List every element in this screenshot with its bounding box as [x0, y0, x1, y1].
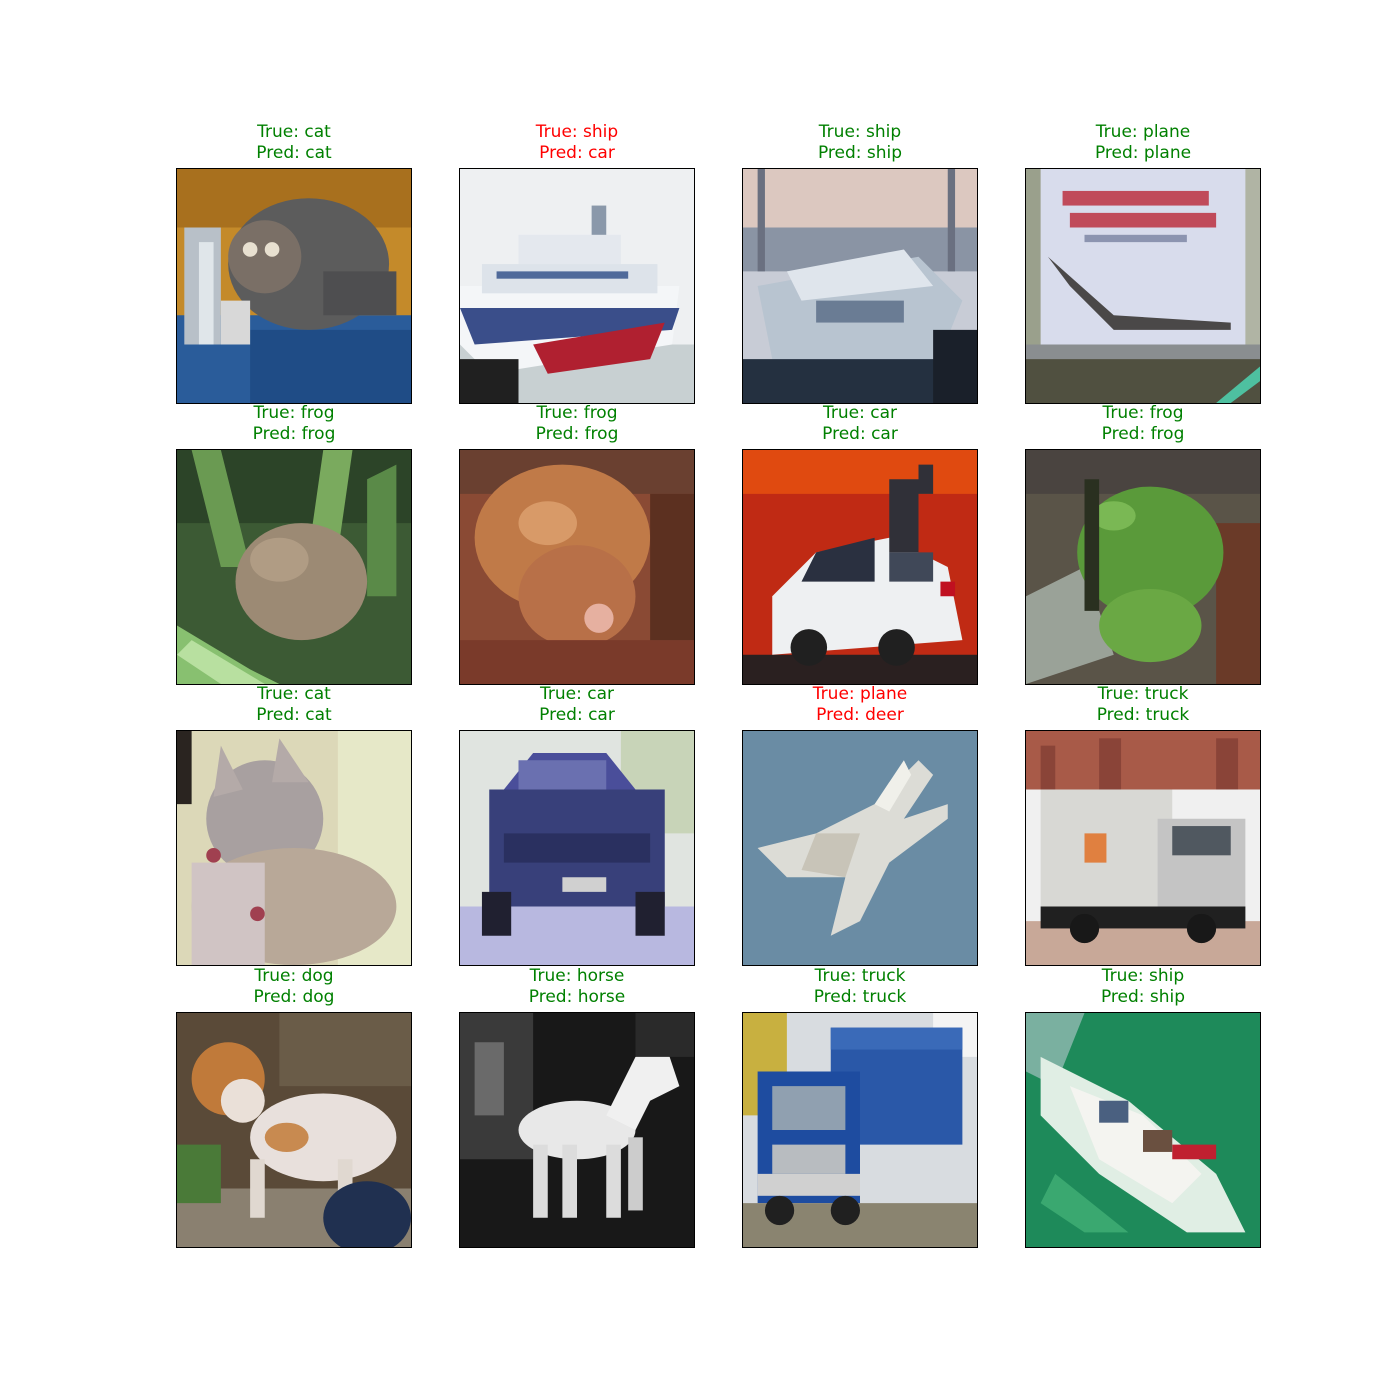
truck-image — [742, 1012, 978, 1248]
pred-label: Pred: cat — [256, 705, 332, 725]
pred-label: Pred: frog — [535, 424, 619, 444]
pred-label: Pred: truck — [813, 987, 907, 1007]
cell-caption: True: dog Pred: dog — [176, 966, 412, 1008]
true-label: True: truck — [1097, 684, 1189, 704]
ship-image — [742, 168, 978, 404]
true-label: True: horse — [529, 966, 625, 986]
ship-image — [459, 168, 695, 404]
pred-label: Pred: car — [822, 424, 898, 444]
pred-label: Pred: car — [539, 143, 615, 163]
cell-caption: True: horse Pred: horse — [459, 966, 695, 1008]
true-label: True: cat — [257, 122, 331, 142]
dog-image — [176, 1012, 412, 1248]
true-label: True: frog — [1102, 403, 1184, 423]
true-label: True: plane — [812, 684, 908, 704]
frog-image — [459, 449, 695, 685]
true-label: True: frog — [536, 403, 618, 423]
cell-caption: True: frog Pred: frog — [459, 403, 695, 445]
cat-image — [176, 730, 412, 966]
cell-caption: True: car Pred: car — [742, 403, 978, 445]
pred-label: Pred: deer — [816, 705, 904, 725]
horse-image — [459, 1012, 695, 1248]
true-label: True: plane — [1095, 122, 1191, 142]
pred-label: Pred: frog — [252, 424, 336, 444]
cell-caption: True: cat Pred: cat — [176, 684, 412, 726]
pred-label: Pred: cat — [256, 143, 332, 163]
pred-label: Pred: dog — [253, 987, 335, 1007]
true-label: True: ship — [1101, 966, 1185, 986]
cat-image — [176, 168, 412, 404]
cell-caption: True: ship Pred: ship — [1025, 966, 1261, 1008]
true-label: True: dog — [254, 966, 334, 986]
ship-image — [1025, 1012, 1261, 1248]
true-label: True: cat — [257, 684, 331, 704]
pred-label: Pred: car — [539, 705, 615, 725]
true-label: True: frog — [253, 403, 335, 423]
cell-caption: True: frog Pred: frog — [176, 403, 412, 445]
frog-image — [176, 449, 412, 685]
cell-caption: True: plane Pred: deer — [742, 684, 978, 726]
true-label: True: ship — [535, 122, 619, 142]
cell-caption: True: car Pred: car — [459, 684, 695, 726]
true-label: True: car — [823, 403, 897, 423]
cell-caption: True: ship Pred: ship — [742, 122, 978, 164]
pred-label: Pred: ship — [1100, 987, 1186, 1007]
cell-caption: True: truck Pred: truck — [1025, 684, 1261, 726]
plane-image — [742, 730, 978, 966]
pred-label: Pred: horse — [528, 987, 626, 1007]
cell-caption: True: frog Pred: frog — [1025, 403, 1261, 445]
pred-label: Pred: plane — [1094, 143, 1192, 163]
car-image — [742, 449, 978, 685]
pred-label: Pred: frog — [1101, 424, 1185, 444]
cell-caption: True: cat Pred: cat — [176, 122, 412, 164]
car-image — [459, 730, 695, 966]
plane-image — [1025, 168, 1261, 404]
cell-caption: True: truck Pred: truck — [742, 966, 978, 1008]
true-label: True: truck — [814, 966, 906, 986]
frog-image — [1025, 449, 1261, 685]
true-label: True: car — [540, 684, 614, 704]
cell-caption: True: plane Pred: plane — [1025, 122, 1261, 164]
pred-label: Pred: ship — [817, 143, 903, 163]
cell-caption: True: ship Pred: car — [459, 122, 695, 164]
pred-label: Pred: truck — [1096, 705, 1190, 725]
truck-image — [1025, 730, 1261, 966]
true-label: True: ship — [818, 122, 902, 142]
